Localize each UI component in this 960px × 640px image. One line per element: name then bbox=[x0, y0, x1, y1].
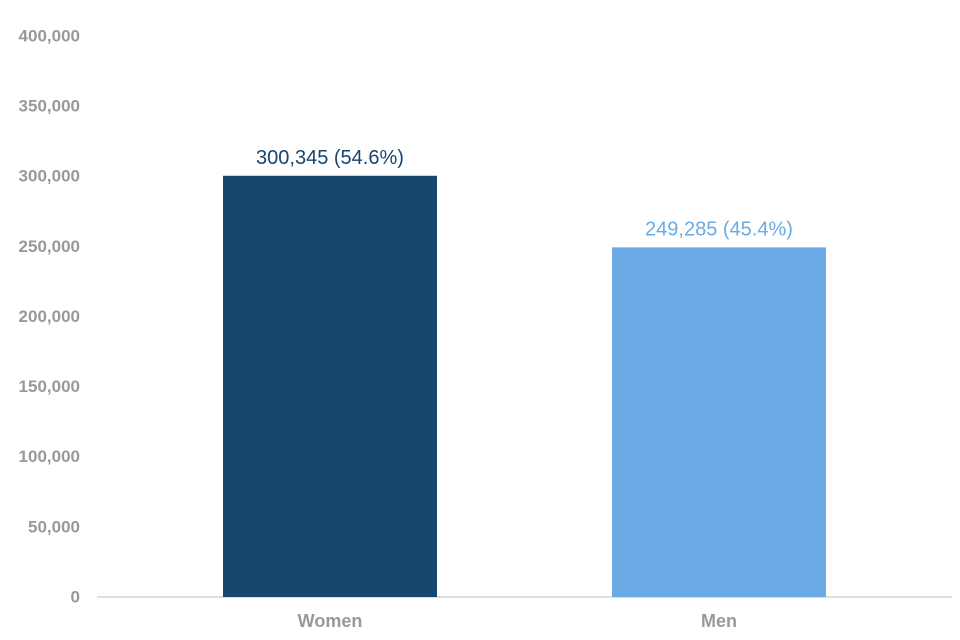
y-tick-label: 50,000 bbox=[28, 517, 80, 536]
y-tick-label: 0 bbox=[71, 587, 80, 606]
y-tick-label: 200,000 bbox=[19, 307, 80, 326]
y-tick-label: 100,000 bbox=[19, 447, 80, 466]
y-tick-label: 250,000 bbox=[19, 237, 80, 256]
x-tick-label: Men bbox=[701, 611, 737, 631]
bar bbox=[612, 247, 826, 597]
y-tick-label: 350,000 bbox=[19, 97, 80, 116]
value-label: 300,345 (54.6%) bbox=[256, 147, 404, 169]
y-tick-label: 400,000 bbox=[19, 26, 80, 45]
y-tick-label: 150,000 bbox=[19, 377, 80, 396]
bar bbox=[223, 175, 437, 597]
y-tick-label: 300,000 bbox=[19, 167, 80, 186]
value-label: 249,285 (45.4%) bbox=[645, 219, 793, 241]
x-tick-label: Women bbox=[298, 611, 363, 631]
